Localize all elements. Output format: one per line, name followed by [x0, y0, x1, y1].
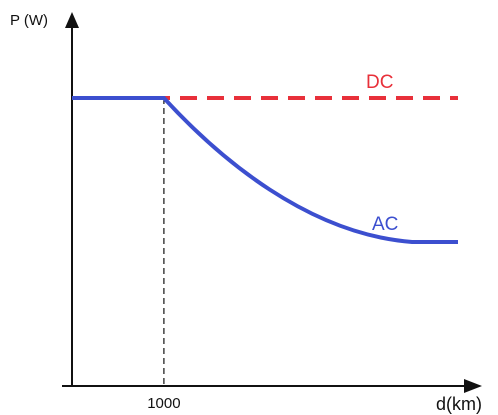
- dc-series-label: DC: [366, 72, 393, 93]
- x-axis-label: d(km): [436, 394, 482, 414]
- y-axis-arrowhead: [65, 12, 79, 28]
- ac-series-label: AC: [372, 214, 398, 235]
- ac-series-line: [72, 96, 458, 244]
- x-tick-label: 1000: [147, 395, 180, 412]
- x-axis-arrowhead: [464, 379, 482, 393]
- y-axis-label: P (W): [10, 12, 48, 29]
